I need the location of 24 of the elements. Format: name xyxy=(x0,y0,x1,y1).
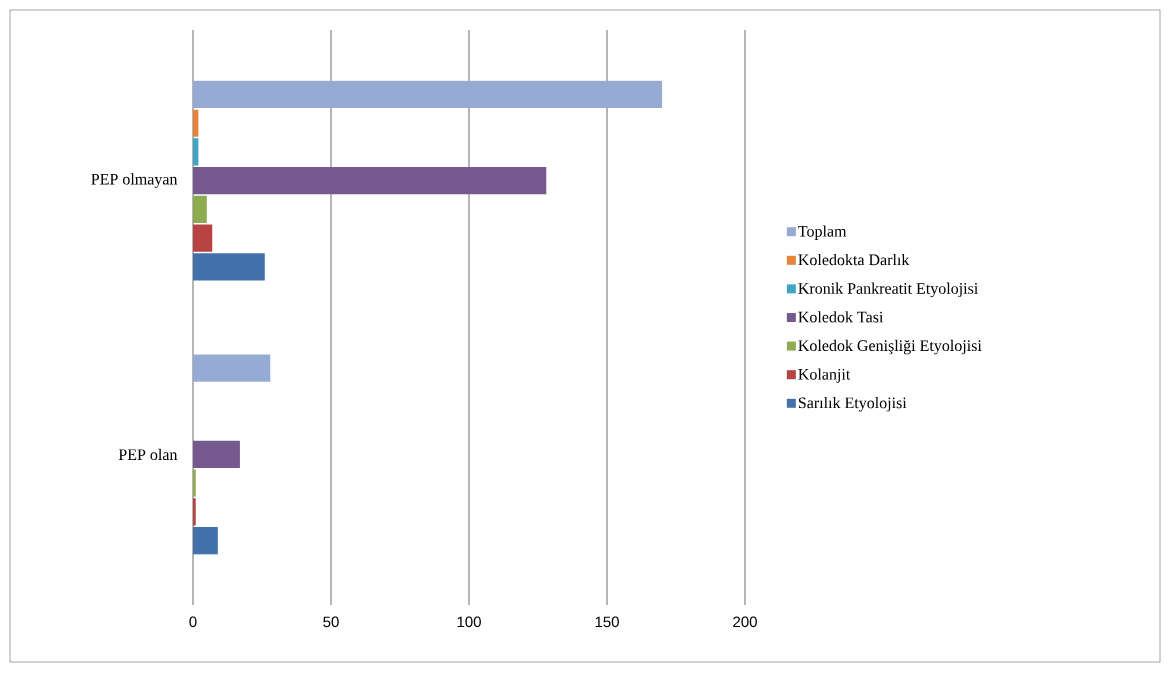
x-tick-label: 0 xyxy=(189,616,197,628)
legend-label: Toplam xyxy=(798,225,847,240)
bar xyxy=(193,527,218,555)
x-tick-label: 100 xyxy=(457,616,481,628)
legend-label: Koledok Genişliği Etyolojisi xyxy=(798,339,982,355)
x-tick-label: 50 xyxy=(323,616,339,628)
y-tick-label: PEP olmayan xyxy=(91,173,178,188)
legend-label: Koledokta Darlık xyxy=(798,253,910,266)
bar xyxy=(193,80,663,108)
bar xyxy=(193,224,213,252)
bar xyxy=(193,498,196,526)
y-tick-label: PEP olan xyxy=(118,448,178,461)
bar xyxy=(193,253,265,281)
bar xyxy=(193,354,271,382)
bar xyxy=(193,166,547,195)
x-tick-label: 150 xyxy=(595,616,619,628)
legend-label: Kolanjit xyxy=(798,368,851,383)
x-tick-label: 200 xyxy=(733,616,757,628)
bar xyxy=(193,469,196,497)
legend-label: Sarılık Etyolojisi xyxy=(798,397,907,412)
legend-label: Koledok Tasi xyxy=(798,311,884,323)
legend-label: Kronik Pankreatit Etyolojisi xyxy=(798,282,978,298)
bar xyxy=(193,440,240,469)
bar xyxy=(193,195,207,223)
